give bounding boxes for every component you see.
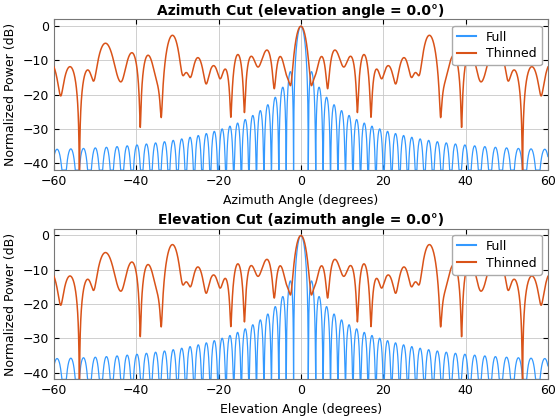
- Full: [457, 168, 464, 173]
- Thinned: [141, 274, 147, 279]
- Full: [544, 154, 551, 159]
- Thinned: [419, 53, 426, 58]
- Full: [347, 327, 354, 332]
- X-axis label: Azimuth Angle (degrees): Azimuth Angle (degrees): [223, 194, 379, 207]
- Thinned: [372, 277, 379, 282]
- Thinned: [544, 65, 551, 70]
- Thinned: [297, 233, 304, 238]
- Y-axis label: Normalized Power (dB): Normalized Power (dB): [4, 232, 17, 375]
- Thinned: [457, 90, 464, 95]
- Thinned: [240, 79, 246, 84]
- Full: [457, 377, 464, 382]
- Full: [372, 377, 379, 382]
- Thinned: [50, 274, 57, 279]
- Thinned: [457, 299, 464, 304]
- Thinned: [419, 262, 426, 268]
- Title: Elevation Cut (azimuth angle = 0.0°): Elevation Cut (azimuth angle = 0.0°): [158, 213, 444, 228]
- Legend: Full, Thinned: Full, Thinned: [452, 235, 542, 275]
- Full: [544, 363, 551, 368]
- Full: [141, 155, 147, 160]
- Full: [58, 377, 65, 382]
- Title: Azimuth Cut (elevation angle = 0.0°): Azimuth Cut (elevation angle = 0.0°): [157, 4, 445, 18]
- Thinned: [297, 24, 304, 29]
- Thinned: [76, 168, 83, 173]
- Line: Full: Full: [54, 236, 548, 379]
- Thinned: [372, 68, 379, 73]
- Full: [50, 154, 57, 159]
- Y-axis label: Normalized Power (dB): Normalized Power (dB): [4, 23, 17, 166]
- Line: Thinned: Thinned: [54, 26, 548, 170]
- X-axis label: Elevation Angle (degrees): Elevation Angle (degrees): [220, 403, 382, 416]
- Full: [347, 118, 354, 123]
- Full: [58, 168, 65, 173]
- Thinned: [544, 274, 551, 279]
- Full: [419, 152, 426, 158]
- Line: Thinned: Thinned: [54, 236, 548, 379]
- Line: Full: Full: [54, 26, 548, 170]
- Thinned: [50, 65, 57, 70]
- Full: [297, 24, 304, 29]
- Full: [141, 365, 147, 370]
- Thinned: [141, 65, 147, 70]
- Thinned: [76, 377, 83, 382]
- Thinned: [347, 263, 354, 268]
- Full: [50, 363, 57, 368]
- Legend: Full, Thinned: Full, Thinned: [452, 26, 542, 66]
- Full: [297, 233, 304, 238]
- Thinned: [347, 54, 354, 59]
- Full: [419, 362, 426, 367]
- Full: [240, 135, 246, 140]
- Full: [372, 168, 379, 173]
- Full: [240, 345, 246, 350]
- Thinned: [240, 288, 246, 293]
